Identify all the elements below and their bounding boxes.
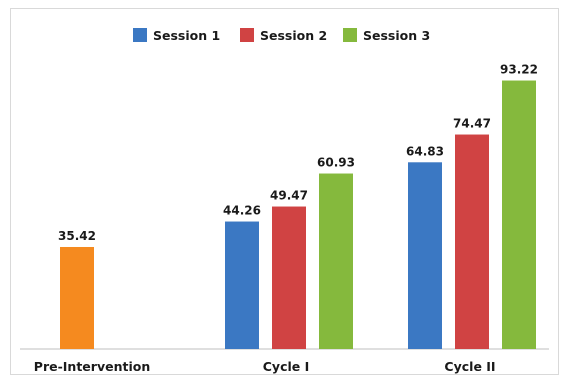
legend-swatch-session-1 bbox=[133, 28, 147, 42]
value-labels-group: 35.42 44.26 49.47 60.93 64.83 74.47 93.22 bbox=[58, 63, 538, 243]
bar-session-2-cycle-ii bbox=[455, 134, 489, 349]
bar-session-1-cycle-i bbox=[225, 221, 259, 349]
bar-session-2-cycle-i bbox=[272, 206, 306, 349]
value-label: 60.93 bbox=[317, 156, 355, 170]
legend-swatch-session-3 bbox=[343, 28, 357, 42]
category-label-cycle-i: Cycle I bbox=[263, 359, 310, 374]
legend-label-session-3: Session 3 bbox=[363, 28, 430, 43]
bar-session-3-cycle-i bbox=[319, 173, 353, 349]
category-label-pre-intervention: Pre-Intervention bbox=[34, 359, 150, 374]
value-label: 74.47 bbox=[453, 117, 491, 131]
value-label: 49.47 bbox=[270, 189, 308, 203]
bar-session-1-cycle-ii bbox=[408, 162, 442, 349]
legend: Session 1 Session 2 Session 3 bbox=[133, 28, 430, 43]
bar-pre-intervention-pre-intervention bbox=[60, 246, 94, 349]
category-labels-group: Pre-Intervention Cycle I Cycle II bbox=[34, 359, 496, 374]
value-label: 44.26 bbox=[223, 204, 261, 218]
value-label: 35.42 bbox=[58, 229, 96, 243]
value-label: 93.22 bbox=[500, 63, 538, 77]
category-label-cycle-ii: Cycle II bbox=[444, 359, 495, 374]
legend-swatch-session-2 bbox=[240, 28, 254, 42]
legend-label-session-1: Session 1 bbox=[153, 28, 220, 43]
bars-group bbox=[60, 80, 536, 349]
legend-label-session-2: Session 2 bbox=[260, 28, 327, 43]
bar-session-3-cycle-ii bbox=[502, 80, 536, 349]
value-label: 64.83 bbox=[406, 144, 444, 158]
